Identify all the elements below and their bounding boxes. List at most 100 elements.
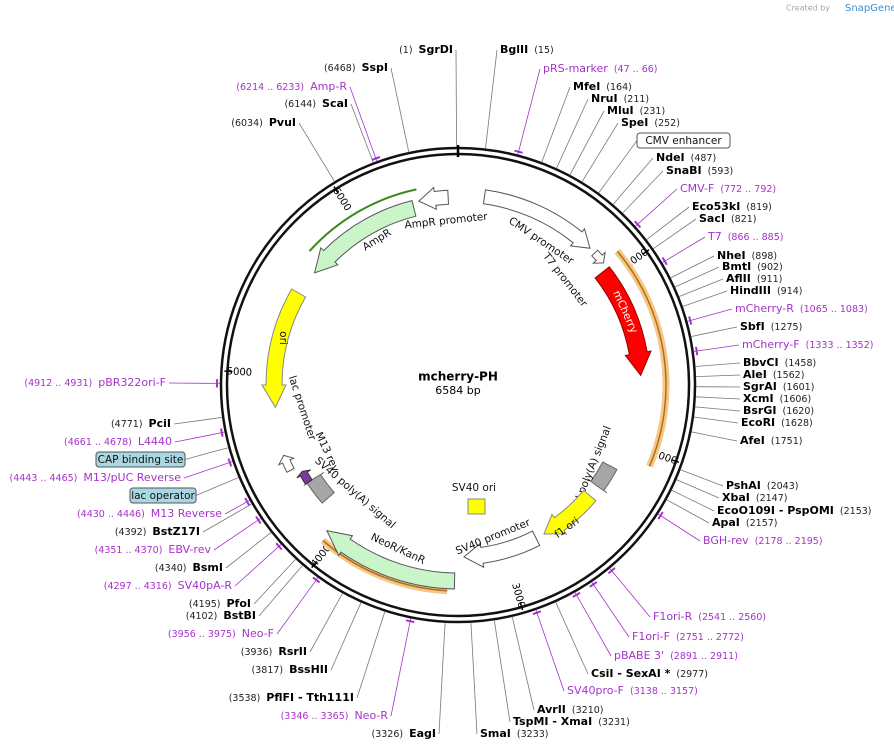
primer-label: (4443 .. 4465) M13/pUC Reverse: [10, 471, 182, 484]
primer-label-part: (4351 .. 4370): [95, 545, 163, 556]
primer-leader: [174, 431, 225, 443]
enzyme-leader: [390, 67, 410, 153]
enzyme-leader: [485, 49, 498, 149]
enzyme-label: NheI (898): [717, 249, 777, 262]
enzyme-label: BglII (15): [500, 43, 554, 56]
enzyme-leader: [680, 469, 724, 487]
enzyme-label: (4771) PciI: [111, 417, 171, 430]
enzyme-label-part: (3817): [252, 665, 284, 676]
enzyme-label: (6034) PvuI: [231, 116, 296, 129]
primer-leader: [224, 499, 250, 515]
enzyme-label-part: BsmI: [193, 561, 224, 574]
enzyme-label: NruI (211): [591, 92, 649, 105]
primer-label-part: pRS-marker: [543, 62, 608, 75]
enzyme-label-part: NruI: [591, 92, 618, 105]
primer-mark: [572, 591, 581, 598]
box-label: CAP binding site: [98, 454, 184, 466]
feature-arrow: [463, 530, 541, 569]
enzyme-label-part: AfeI: [740, 434, 765, 447]
primer-mark: [514, 149, 523, 154]
ruler-tick: [519, 602, 524, 611]
enzyme-label-part: (1562): [773, 370, 805, 381]
primer-label-part: (6214 .. 6233): [236, 82, 304, 93]
enzyme-leader: [622, 170, 664, 214]
primer-label-part: (4912 .. 4931): [24, 378, 92, 389]
primer-label-part: F1ori-R: [653, 610, 693, 623]
enzyme-leader: [693, 416, 739, 424]
enzyme-label: MluI (231): [607, 104, 665, 117]
primer-label-part: M13 Reverse: [151, 507, 222, 520]
feature-box: [129, 487, 197, 504]
feature-box: [467, 498, 486, 515]
enzyme-label-part: XcmI: [743, 392, 774, 405]
credit: Created by: [786, 4, 830, 13]
primer-mark: [607, 567, 616, 575]
feature-arrow: [303, 471, 335, 504]
feature-arrow: [418, 186, 450, 211]
enzyme-label-part: (1606): [780, 394, 812, 405]
primer-label-part: (3346 .. 3365): [281, 711, 349, 722]
enzyme-label-part: (1751): [771, 436, 803, 447]
enzyme-label-part: (2043): [767, 481, 799, 492]
primer-leader: [591, 581, 630, 638]
feature-arrow: [313, 199, 417, 274]
enzyme-label: AleI (1562): [743, 368, 804, 381]
primer-label: (4430 .. 4446) M13 Reverse: [77, 507, 222, 520]
primer-label-part: (2178 .. 2195): [755, 536, 823, 547]
enzyme-label-part: SacI: [699, 212, 725, 225]
enzyme-label-part: (1601): [783, 382, 815, 393]
enzyme-leader: [652, 218, 697, 250]
enzyme-leader: [330, 602, 362, 671]
enzyme-leader: [646, 206, 690, 241]
enzyme-label: AfeI (1751): [740, 434, 802, 447]
enzyme-label-part: Eco53kI: [692, 200, 740, 213]
primer-label-part: pBR322ori-F: [98, 376, 166, 389]
enzyme-label-part: CsiI - SexAI *: [591, 667, 671, 680]
feature-arrow: [591, 249, 606, 264]
enzyme-label-part: (6468): [324, 63, 356, 74]
enzyme-label: EcoO109I - PspOMI (2153): [717, 504, 872, 517]
enzyme-label-part: BglII: [500, 43, 528, 56]
enzyme-label: (3936) RsrII: [241, 645, 307, 658]
primer-label-part: (4443 .. 4465): [10, 473, 78, 484]
enzyme-label-part: (902): [757, 262, 783, 273]
enzyme-label: PshAI (2043): [726, 479, 798, 492]
enzyme-leader: [612, 157, 654, 205]
feature-arrow: [482, 189, 591, 249]
enzyme-label-part: SgrDI: [419, 43, 453, 56]
enzyme-leader: [695, 396, 741, 400]
enzyme-label-part: SmaI: [480, 727, 511, 740]
enzyme-label-part: NheI: [717, 249, 746, 262]
enzyme-leader: [674, 266, 720, 288]
primer-mark: [312, 576, 321, 584]
primer-label-part: (3956 .. 3975): [168, 629, 236, 640]
enzyme-leader: [438, 622, 446, 735]
enzyme-leader: [670, 255, 715, 279]
primer-label-part: Neo-F: [242, 627, 274, 640]
primer-leader: [574, 592, 612, 657]
primer-mark: [227, 458, 233, 467]
enzyme-leader: [541, 86, 571, 163]
primer-label-part: F1ori-F: [632, 630, 670, 643]
primer-mark: [589, 581, 598, 588]
primer-leader: [390, 618, 412, 717]
enzyme-label-part: (819): [746, 202, 772, 213]
primer-label-part: mCherry-F: [742, 338, 800, 351]
enzyme-label: (3538) PflFI - Tth111I: [229, 691, 354, 704]
enzyme-label-part: HindIII: [730, 284, 771, 297]
enzyme-label-part: BstBI: [223, 609, 256, 622]
ruler-tick: [671, 458, 680, 464]
enzyme-label-part: (3233): [517, 729, 549, 740]
enzyme-label-part: MfeI: [573, 80, 600, 93]
enzyme-label-part: (898): [752, 251, 778, 262]
enzyme-leader: [455, 49, 457, 148]
enzyme-label-part: (1458): [785, 358, 817, 369]
feature-box: [95, 451, 186, 468]
primer-label-part: pBABE 3': [614, 649, 664, 662]
enzyme-label-part: (164): [606, 82, 632, 93]
enzyme-label: SnaBI (593): [666, 164, 733, 177]
enzyme-label-part: (6144): [284, 99, 316, 110]
primer-leader: [661, 236, 706, 264]
enzyme-label: (3326) EagI: [372, 727, 437, 740]
enzyme-label-part: ApaI: [712, 516, 740, 529]
